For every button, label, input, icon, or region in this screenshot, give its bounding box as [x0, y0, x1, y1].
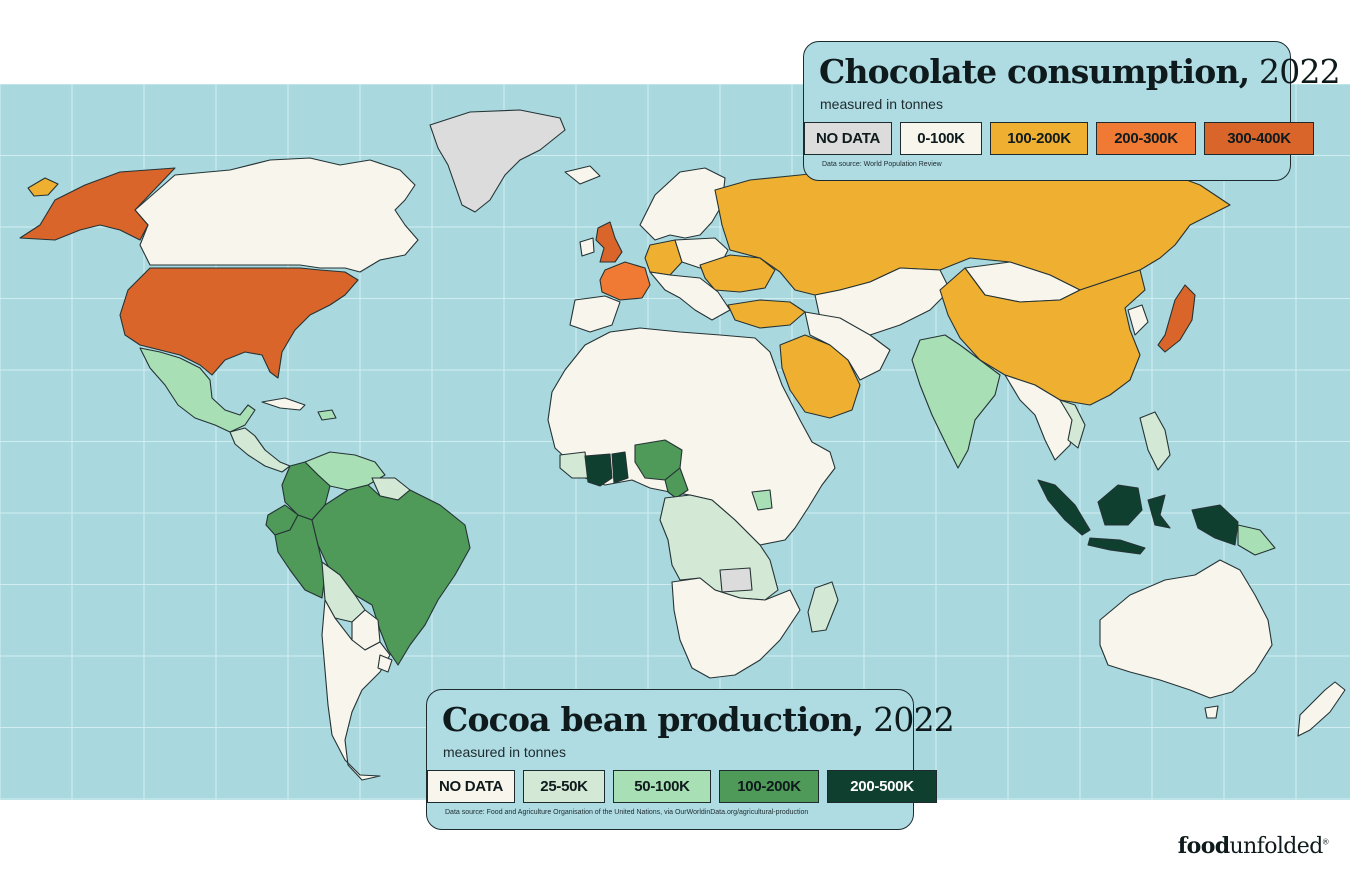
madagascar — [807, 581, 839, 633]
saudi-arabia — [779, 334, 861, 419]
consumption-legend-subtitle: measured in tonnes — [820, 96, 943, 112]
vietnam — [1059, 399, 1086, 449]
greenland — [429, 109, 566, 213]
production-swatch-0: NO DATA — [427, 770, 515, 803]
china — [939, 267, 1146, 406]
production-legend: Cocoa bean production, 2022 measured in … — [426, 689, 955, 830]
ghana — [611, 451, 629, 484]
papua-new-guinea — [1191, 504, 1239, 546]
west-africa-light — [559, 451, 589, 479]
consumption-legend-title: Chocolate consumption, 2022 — [819, 52, 1341, 91]
australia — [1099, 559, 1273, 699]
japan — [1157, 284, 1196, 353]
united-kingdom — [595, 221, 623, 263]
alaska — [19, 167, 176, 241]
world-map — [0, 84, 1350, 800]
new-zealand — [1297, 681, 1346, 737]
consumption-legend-source: Data source: World Population Review — [822, 161, 942, 168]
cote-divoire — [584, 453, 613, 487]
consumption-swatch-0: NO DATA — [804, 122, 892, 155]
world-map-svg — [0, 84, 1350, 800]
uganda — [751, 489, 773, 511]
iberia — [569, 295, 621, 333]
production-legend-subtitle: measured in tonnes — [443, 744, 566, 760]
tasmania — [1204, 705, 1219, 719]
consumption-legend: Chocolate consumption, 2022 measured in … — [803, 41, 1341, 181]
korea — [1127, 304, 1149, 336]
scandinavia — [639, 167, 726, 241]
production-swatch-4: 200-500K — [827, 770, 937, 803]
indonesia-sulawesi — [1147, 494, 1171, 529]
alaska-tip — [27, 177, 59, 197]
production-legend-title: Cocoa bean production, 2022 — [442, 700, 955, 739]
consumption-swatch-3: 200-300K — [1096, 122, 1196, 155]
philippines — [1139, 411, 1171, 471]
consumption-swatch-4: 300-400K — [1204, 122, 1314, 155]
iceland — [564, 165, 601, 185]
united-states — [119, 267, 359, 379]
france — [599, 261, 651, 301]
italy-balkans — [649, 271, 731, 321]
production-swatch-3: 100-200K — [719, 770, 819, 803]
turkey — [727, 299, 806, 329]
indonesia-java — [1087, 537, 1146, 555]
argentina-chile — [321, 599, 391, 781]
cameroon — [664, 467, 689, 499]
southern-africa — [671, 577, 801, 679]
land-masses — [19, 109, 1346, 781]
eastern-europe — [699, 254, 776, 293]
production-swatch-2: 50-100K — [613, 770, 711, 803]
dominican-republic — [317, 409, 337, 421]
uruguay — [377, 654, 393, 673]
production-swatch-1: 25-50K — [523, 770, 605, 803]
canada — [134, 157, 419, 273]
indonesia-sumatra — [1037, 479, 1091, 536]
angola-no-data — [719, 567, 753, 593]
ireland — [579, 237, 595, 257]
production-legend-source: Data source: Food and Agriculture Organi… — [445, 809, 809, 816]
caribbean — [261, 397, 306, 411]
consumption-legend-swatches: NO DATA 0-100K 100-200K 200-300K 300-400K — [804, 122, 1314, 155]
iran-region — [804, 311, 891, 381]
india — [911, 334, 1001, 469]
papua-new-guinea-east — [1237, 524, 1276, 556]
production-legend-swatches: NO DATA 25-50K 50-100K 100-200K 200-500K — [427, 770, 937, 803]
southeast-asia — [1004, 374, 1076, 461]
consumption-swatch-1: 0-100K — [900, 122, 982, 155]
mexico — [139, 347, 256, 433]
foodunfolded-logo: foodunfolded® — [1177, 833, 1329, 859]
consumption-swatch-2: 100-200K — [990, 122, 1088, 155]
indonesia-borneo — [1097, 484, 1143, 526]
